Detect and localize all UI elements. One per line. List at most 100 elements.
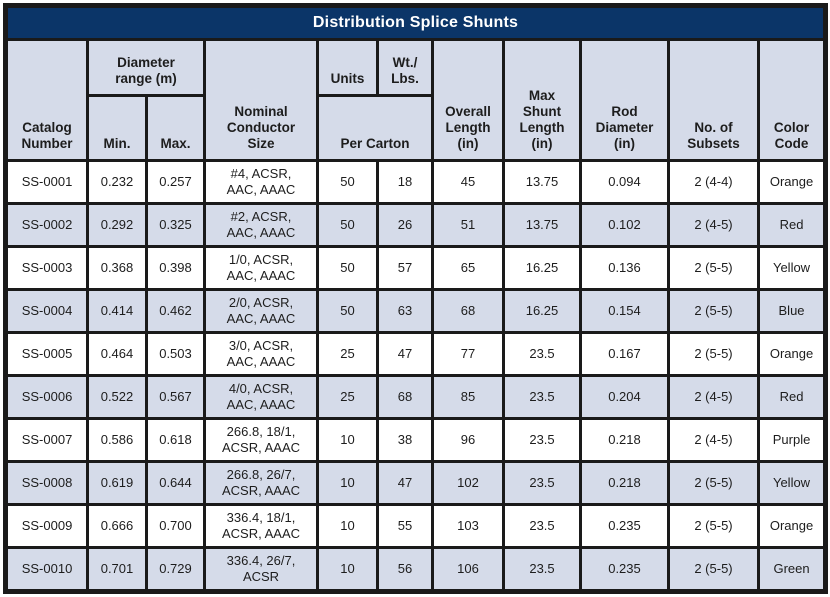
cell-units: 25 bbox=[316, 373, 379, 420]
cell-conductor: 266.8, 26/7, ACSR, AAAC bbox=[203, 459, 319, 506]
cell-subsets: 2 (5-5) bbox=[667, 545, 760, 594]
cell-conductor: 2/0, ACSR, AAC, AAAC bbox=[203, 287, 319, 334]
cell-overall: 65 bbox=[431, 244, 505, 291]
cell-color: Yellow bbox=[756, 244, 828, 291]
cell-conductor: #4, ACSR, AAC, AAAC bbox=[203, 158, 319, 205]
table-row: SS-0006 0.522 0.567 4/0, ACSR, AAC, AAAC 25 6… bbox=[4, 373, 828, 420]
table-row: SS-0008 0.619 0.644 266.8, 26/7, ACSR, AAAC… bbox=[4, 459, 828, 506]
cell-max-shunt: 13.75 bbox=[502, 158, 582, 205]
cell-subsets: 2 (4-5) bbox=[667, 201, 760, 248]
cell-wt: 55 bbox=[376, 502, 434, 549]
cell-rod: 0.235 bbox=[579, 545, 670, 594]
table-row: SS-0002 0.292 0.325 #2, ACSR, AAC, AAAC 50 26… bbox=[4, 201, 828, 248]
cell-catalog: SS-0007 bbox=[4, 416, 89, 463]
col-header-color-code: Color Code bbox=[756, 38, 828, 162]
cell-rod: 0.167 bbox=[579, 330, 670, 377]
cell-units: 50 bbox=[316, 244, 379, 291]
cell-color: Red bbox=[756, 373, 828, 420]
cell-units: 50 bbox=[316, 201, 379, 248]
col-header-wt-lbs: Wt./ Lbs. bbox=[376, 38, 434, 98]
col-header-per-carton: Per Carton bbox=[316, 94, 434, 162]
cell-subsets: 2 (5-5) bbox=[667, 502, 760, 549]
cell-wt: 38 bbox=[376, 416, 434, 463]
col-header-diameter-range: Diameter range (m) bbox=[86, 38, 206, 98]
cell-catalog: SS-0003 bbox=[4, 244, 89, 291]
cell-wt: 57 bbox=[376, 244, 434, 291]
cell-color: Yellow bbox=[756, 459, 828, 506]
cell-subsets: 2 (4-4) bbox=[667, 158, 760, 205]
cell-min: 0.414 bbox=[86, 287, 148, 334]
distribution-splice-shunts-table: Distribution Splice Shunts Catalog Numbe… bbox=[3, 3, 829, 594]
cell-conductor: 266.8, 18/1, ACSR, AAAC bbox=[203, 416, 319, 463]
header-row-bottom: Min. Max. Per Carton bbox=[6, 94, 826, 162]
col-header-max: Max. bbox=[145, 94, 206, 162]
table-row: SS-0005 0.464 0.503 3/0, ACSR, AAC, AAAC 25 4… bbox=[4, 330, 828, 377]
table-row: SS-0007 0.586 0.618 266.8, 18/1, ACSR, AAAC… bbox=[4, 416, 828, 463]
cell-units: 10 bbox=[316, 459, 379, 506]
col-header-rod-diameter: Rod Diameter (in) bbox=[579, 38, 670, 162]
cell-catalog: SS-0009 bbox=[4, 502, 89, 549]
cell-color: Orange bbox=[756, 330, 828, 377]
cell-max: 0.644 bbox=[145, 459, 206, 506]
cell-min: 0.292 bbox=[86, 201, 148, 248]
cell-conductor: 3/0, ACSR, AAC, AAAC bbox=[203, 330, 319, 377]
cell-overall: 68 bbox=[431, 287, 505, 334]
cell-wt: 18 bbox=[376, 158, 434, 205]
cell-max-shunt: 23.5 bbox=[502, 373, 582, 420]
col-header-no-of-subsets: No. of Subsets bbox=[667, 38, 760, 162]
cell-color: Green bbox=[756, 545, 828, 594]
table-title: Distribution Splice Shunts bbox=[3, 3, 828, 42]
cell-units: 50 bbox=[316, 287, 379, 334]
cell-catalog: SS-0006 bbox=[4, 373, 89, 420]
title-row: Distribution Splice Shunts bbox=[3, 3, 828, 42]
cell-color: Orange bbox=[756, 158, 828, 205]
cell-conductor: 336.4, 18/1, ACSR, AAAC bbox=[203, 502, 319, 549]
cell-subsets: 2 (5-5) bbox=[667, 330, 760, 377]
table-body: SS-0001 0.232 0.257 #4, ACSR, AAC, AAAC 50 18… bbox=[4, 158, 828, 594]
table-row: SS-0001 0.232 0.257 #4, ACSR, AAC, AAAC 50 18… bbox=[4, 158, 828, 205]
cell-conductor: #2, ACSR, AAC, AAAC bbox=[203, 201, 319, 248]
cell-units: 50 bbox=[316, 158, 379, 205]
cell-max-shunt: 16.25 bbox=[502, 244, 582, 291]
cell-conductor: 4/0, ACSR, AAC, AAAC bbox=[203, 373, 319, 420]
cell-min: 0.368 bbox=[86, 244, 148, 291]
cell-rod: 0.136 bbox=[579, 244, 670, 291]
col-header-units: Units bbox=[316, 38, 379, 98]
cell-units: 10 bbox=[316, 545, 379, 594]
col-header-min: Min. bbox=[86, 94, 148, 162]
cell-units: 25 bbox=[316, 330, 379, 377]
cell-min: 0.232 bbox=[86, 158, 148, 205]
cell-max: 0.325 bbox=[145, 201, 206, 248]
cell-rod: 0.102 bbox=[579, 201, 670, 248]
cell-units: 10 bbox=[316, 502, 379, 549]
table-row: SS-0004 0.414 0.462 2/0, ACSR, AAC, AAAC 50 6… bbox=[4, 287, 828, 334]
cell-overall: 96 bbox=[431, 416, 505, 463]
cell-rod: 0.094 bbox=[579, 158, 670, 205]
cell-color: Blue bbox=[756, 287, 828, 334]
cell-max: 0.618 bbox=[145, 416, 206, 463]
col-header-overall-length: Overall Length (in) bbox=[431, 38, 505, 162]
cell-max-shunt: 16.25 bbox=[502, 287, 582, 334]
cell-min: 0.666 bbox=[86, 502, 148, 549]
cell-min: 0.586 bbox=[86, 416, 148, 463]
col-header-catalog-number: Catalog Number bbox=[4, 38, 89, 162]
col-header-nominal-conductor-size: Nominal Conductor Size bbox=[203, 38, 319, 162]
cell-min: 0.522 bbox=[86, 373, 148, 420]
cell-conductor: 336.4, 26/7, ACSR bbox=[203, 545, 319, 594]
cell-wt: 56 bbox=[376, 545, 434, 594]
distribution-splice-shunts-table-wrap: Distribution Splice Shunts Catalog Numbe… bbox=[3, 3, 829, 594]
cell-conductor: 1/0, ACSR, AAC, AAAC bbox=[203, 244, 319, 291]
cell-overall: 106 bbox=[431, 545, 505, 594]
table-row: SS-0010 0.701 0.729 336.4, 26/7, ACSR 10 56 10… bbox=[4, 545, 828, 594]
cell-max-shunt: 13.75 bbox=[502, 201, 582, 248]
cell-max: 0.398 bbox=[145, 244, 206, 291]
cell-overall: 103 bbox=[431, 502, 505, 549]
cell-max-shunt: 23.5 bbox=[502, 545, 582, 594]
table-row: SS-0003 0.368 0.398 1/0, ACSR, AAC, AAAC 50 5… bbox=[4, 244, 828, 291]
cell-subsets: 2 (4-5) bbox=[667, 416, 760, 463]
cell-subsets: 2 (4-5) bbox=[667, 373, 760, 420]
col-header-max-shunt-length: Max Shunt Length (in) bbox=[502, 38, 582, 162]
cell-overall: 85 bbox=[431, 373, 505, 420]
cell-rod: 0.218 bbox=[579, 416, 670, 463]
